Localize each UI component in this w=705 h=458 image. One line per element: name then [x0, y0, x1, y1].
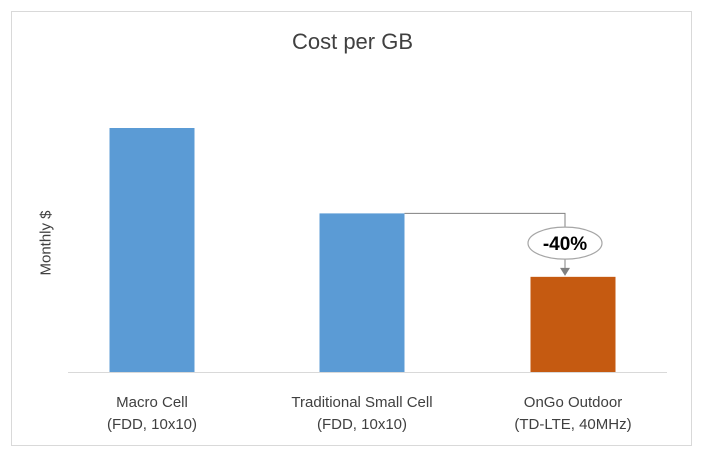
x-tick-label-1: Macro Cell (FDD, 10x10): [106, 394, 198, 433]
annotation-label: -40%: [543, 234, 587, 255]
annotation-bubble: [527, 226, 603, 260]
chart-title: Cost per GB: [291, 29, 414, 54]
bar-2: [319, 213, 405, 372]
bar-1: [109, 128, 195, 372]
annotation-arrowhead: [560, 267, 570, 276]
x-tick-label-2: Traditional Small Cell (FDD, 10x10): [291, 394, 433, 433]
x-tick-label-3: OnGo Outdoor (TD-LTE, 40MHz): [514, 394, 632, 433]
bar-3: [530, 276, 616, 372]
